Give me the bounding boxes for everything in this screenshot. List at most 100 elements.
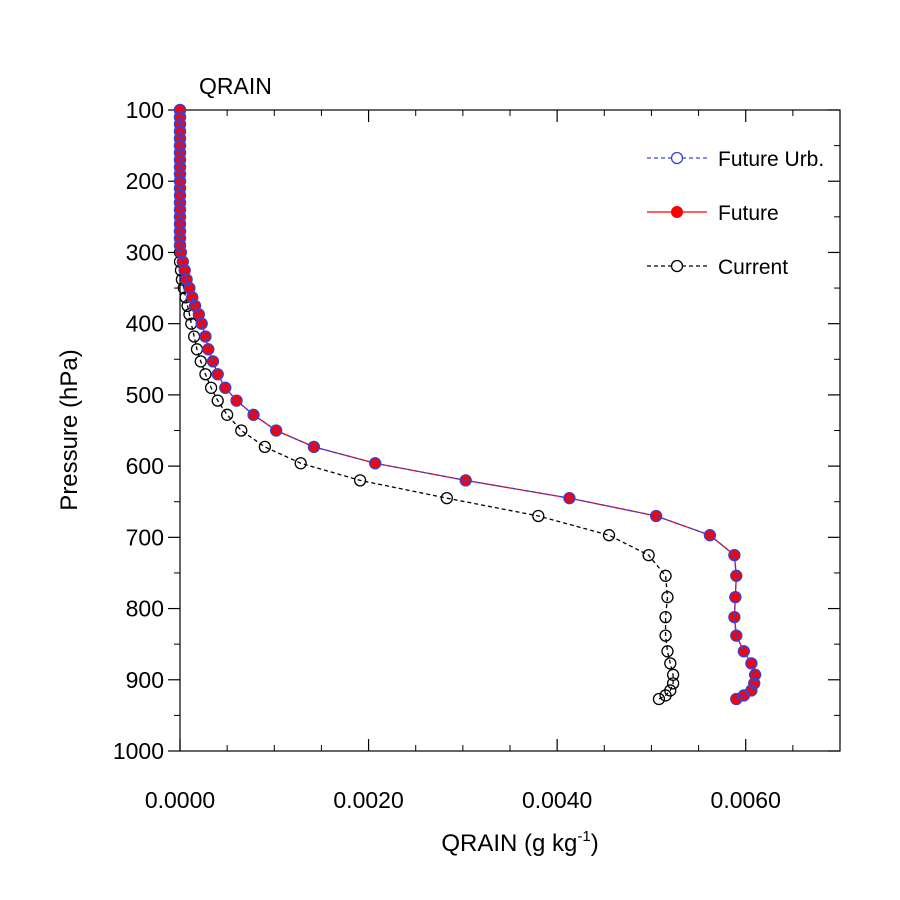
data-point xyxy=(173,146,187,159)
data-point xyxy=(661,645,674,658)
data-point xyxy=(235,424,248,437)
x-axis-label-main: QRAIN (g kg xyxy=(441,830,577,857)
data-point xyxy=(199,330,212,343)
x-tick-label: 0.0000 xyxy=(145,787,215,813)
x-tick-label: 0.0040 xyxy=(522,787,592,813)
data-point xyxy=(173,189,187,202)
data-point xyxy=(737,645,750,658)
y-tick-label: 300 xyxy=(126,239,164,265)
data-point xyxy=(353,474,367,487)
data-point xyxy=(173,203,187,216)
data-point xyxy=(664,657,677,670)
data-point xyxy=(649,509,663,523)
data-point xyxy=(642,548,655,562)
data-point xyxy=(659,569,672,582)
data-point xyxy=(659,610,672,624)
data-point xyxy=(199,368,212,381)
series-line xyxy=(179,110,756,700)
data-point xyxy=(369,457,382,470)
data-point xyxy=(729,591,742,604)
data-point xyxy=(247,408,260,421)
data-point xyxy=(728,548,741,562)
data-point xyxy=(173,224,187,238)
data-point xyxy=(173,182,187,195)
data-point xyxy=(173,110,187,124)
data-point xyxy=(219,381,232,394)
data-point xyxy=(230,394,243,407)
data-point xyxy=(173,167,187,181)
x-axis-label-superscript: -1 xyxy=(577,828,590,845)
legend-label: Future Urb. xyxy=(718,148,824,171)
data-point xyxy=(730,569,743,582)
data-point xyxy=(602,529,616,542)
legend-entry: Current xyxy=(647,256,788,279)
y-tick-label: 100 xyxy=(126,97,164,123)
y-tick-label: 200 xyxy=(126,168,164,194)
y-tick-label: 500 xyxy=(126,382,164,408)
data-point xyxy=(220,408,234,421)
data-point xyxy=(258,440,272,454)
x-tick-label: 0.0060 xyxy=(711,787,781,813)
data-point xyxy=(440,492,453,505)
series-current xyxy=(173,103,680,706)
data-point xyxy=(666,668,680,681)
data-point xyxy=(211,394,224,407)
data-point xyxy=(192,308,206,321)
data-point xyxy=(173,210,187,223)
data-point xyxy=(174,246,188,259)
data-point xyxy=(666,677,680,690)
data-point xyxy=(188,299,202,313)
data-point xyxy=(728,610,741,624)
data-point xyxy=(532,509,545,523)
y-tick-label: 400 xyxy=(126,311,164,337)
legend-label: Future xyxy=(718,202,779,225)
y-tick-label: 800 xyxy=(126,596,164,622)
data-point xyxy=(173,175,187,188)
data-point xyxy=(748,677,761,690)
x-axis-label-close: ) xyxy=(591,830,599,857)
data-point xyxy=(730,692,743,706)
data-point xyxy=(173,160,187,174)
legend-marker xyxy=(670,259,684,273)
legend-marker xyxy=(671,206,683,218)
data-point xyxy=(173,103,187,117)
data-point xyxy=(659,629,672,642)
legend-marker xyxy=(670,151,684,165)
data-point xyxy=(173,217,187,231)
legend-entry: Future xyxy=(647,202,779,225)
axes: 0.0000 0.0020 0.0040 0.0060 100 200 300 400 500 6… xyxy=(113,97,841,813)
data-point xyxy=(180,273,193,286)
legend-entry: Future Urb. xyxy=(647,148,824,171)
data-point xyxy=(703,529,717,542)
series-line xyxy=(179,110,756,700)
data-point xyxy=(173,153,187,167)
chart-title: QRAIN xyxy=(199,73,272,99)
data-point xyxy=(173,132,187,145)
data-point xyxy=(173,196,187,209)
data-point xyxy=(173,232,187,245)
data-point xyxy=(270,424,283,437)
data-point xyxy=(176,255,189,268)
y-tick-label: 1000 xyxy=(113,738,164,764)
data-point xyxy=(183,281,196,295)
data-point xyxy=(206,355,220,368)
series-layer xyxy=(173,103,762,706)
data-point xyxy=(748,668,762,681)
legend: Future Urb. Future Current xyxy=(647,148,824,279)
data-point xyxy=(652,692,666,706)
data-point xyxy=(173,139,187,152)
legend-label: Current xyxy=(718,256,788,279)
data-point xyxy=(173,125,187,138)
data-point xyxy=(204,381,218,394)
x-tick-label: 0.0020 xyxy=(333,787,403,813)
y-tick-label: 600 xyxy=(126,453,164,479)
data-point xyxy=(195,317,208,330)
data-point xyxy=(211,368,224,381)
series-line xyxy=(179,110,674,700)
data-point xyxy=(563,492,576,505)
data-point xyxy=(294,457,307,470)
data-point xyxy=(659,689,672,702)
series-future-urb xyxy=(173,103,762,706)
data-point xyxy=(173,239,187,252)
y-axis-label: Pressure (hPa) xyxy=(56,349,83,510)
